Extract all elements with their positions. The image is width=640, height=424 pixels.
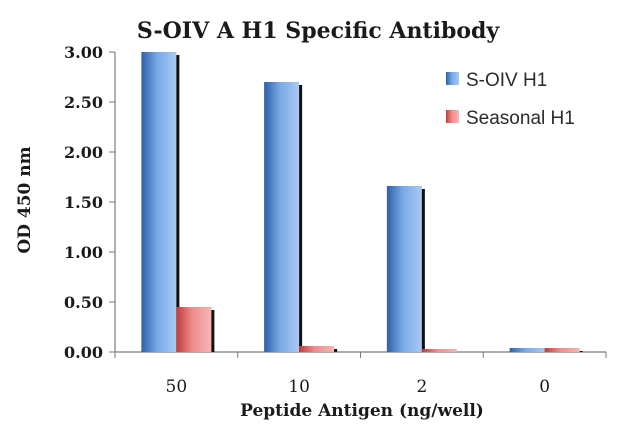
- y-tick-label: 2.50: [64, 93, 103, 112]
- x-category-label: 50: [166, 377, 188, 397]
- y-axis-title: OD 450 nm: [15, 146, 35, 253]
- chart-title: S-OIV A H1 Specific Antibody: [137, 18, 501, 44]
- legend-label-seasonal-h1: Seasonal H1: [466, 108, 575, 129]
- y-tick-label: 1.50: [64, 193, 103, 212]
- legend-swatch-s-oiv-h1: [446, 72, 459, 85]
- y-tick-label: 0.00: [64, 343, 103, 362]
- bar-s-oiv-h1-2: [386, 186, 422, 352]
- y-tick-label: 3.00: [64, 43, 103, 62]
- legend-label-s-oiv-h1: S-OIV H1: [466, 70, 547, 91]
- bar-s-oiv-h1-0: [509, 348, 545, 352]
- y-tick-label: 1.00: [64, 243, 103, 262]
- x-category-label: 0: [539, 377, 550, 397]
- legend: S-OIV H1 Seasonal H1: [446, 70, 575, 129]
- y-ticks: 0.00 0.50 1.00 1.50 2.00 2.50 3.00: [64, 43, 115, 362]
- bar-seasonal-h1-10: [299, 346, 335, 352]
- x-categories: 50 10 2 0: [166, 377, 550, 397]
- legend-swatch-seasonal-h1: [446, 110, 459, 123]
- x-category-label: 2: [416, 377, 427, 397]
- y-tick-label: 0.50: [64, 293, 103, 312]
- x-category-label: 10: [288, 377, 310, 397]
- y-tick-label: 2.00: [64, 143, 103, 162]
- bar-seasonal-h1-0: [544, 348, 580, 352]
- bar-seasonal-h1-50: [176, 307, 212, 352]
- bar-seasonal-h1-2: [421, 349, 457, 352]
- bar-s-oiv-h1-50: [141, 52, 177, 352]
- bar-s-oiv-h1-10: [264, 82, 300, 352]
- bars: [141, 52, 583, 352]
- x-axis-title: Peptide Antigen (ng/well): [240, 401, 484, 421]
